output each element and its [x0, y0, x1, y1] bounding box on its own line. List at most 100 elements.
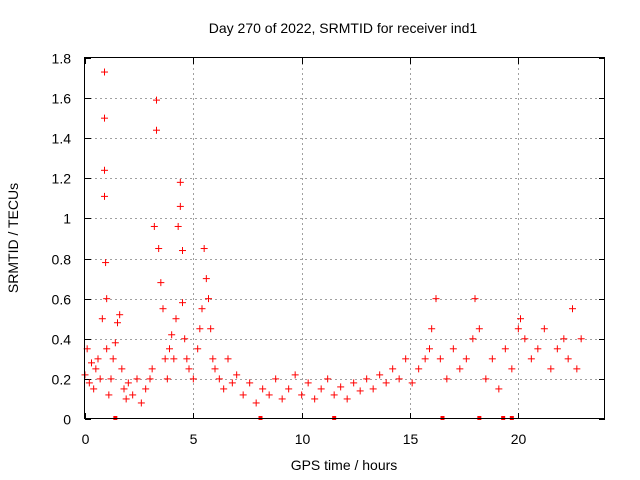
- data-point: [376, 371, 384, 379]
- data-point: [577, 335, 585, 343]
- data-point: [159, 305, 167, 313]
- data-point: [363, 375, 371, 383]
- x-axis-label: GPS time / hours: [291, 457, 398, 473]
- data-markers: [81, 68, 585, 420]
- y-tick-label: 0.8: [52, 252, 72, 268]
- data-point: [150, 222, 158, 230]
- data-point: [228, 379, 236, 387]
- data-point: [415, 365, 423, 373]
- data-point: [122, 395, 130, 403]
- data-point: [408, 379, 416, 387]
- data-point: [133, 375, 141, 383]
- data-point: [209, 355, 217, 363]
- x-tick-label: 20: [511, 431, 527, 447]
- data-point: [181, 335, 189, 343]
- data-point: [553, 345, 561, 353]
- data-point: [521, 335, 529, 343]
- data-point: [443, 375, 451, 383]
- data-point: [153, 96, 160, 104]
- data-point: [111, 339, 119, 347]
- data-point: [488, 355, 496, 363]
- data-point: [176, 178, 184, 186]
- data-point: [547, 365, 555, 373]
- data-point: [337, 383, 345, 391]
- data-point: [436, 355, 444, 363]
- y-tick-label: 0: [63, 412, 71, 428]
- data-point: [142, 385, 150, 393]
- data-point: [514, 325, 522, 333]
- data-point: [527, 355, 535, 363]
- data-point: [233, 371, 241, 379]
- data-point: [179, 299, 186, 307]
- data-point: [224, 355, 232, 363]
- data-point: [265, 391, 273, 399]
- data-point: [196, 325, 204, 333]
- data-point: [124, 379, 132, 387]
- data-point: [102, 259, 110, 267]
- data-point: [174, 222, 182, 230]
- data-point: [432, 295, 440, 303]
- data-point: [495, 385, 503, 393]
- data-point: [449, 345, 457, 353]
- data-point: [534, 345, 542, 353]
- data-point: [207, 325, 215, 333]
- y-tick-label: 0.4: [52, 332, 72, 348]
- x-tick-label: 10: [295, 431, 311, 447]
- data-point: [475, 325, 483, 333]
- data-point: [101, 166, 108, 174]
- data-point: [311, 395, 319, 403]
- y-tick-label: 1: [63, 211, 71, 227]
- data-point: [129, 391, 137, 399]
- y-tick-label: 1.4: [52, 131, 72, 147]
- data-point: [291, 371, 299, 379]
- data-point: [161, 355, 169, 363]
- data-point: [356, 387, 364, 395]
- data-point: [389, 365, 397, 373]
- data-point: [107, 375, 115, 383]
- data-point: [278, 395, 286, 403]
- grid-lines: [85, 58, 605, 419]
- data-point: [272, 375, 280, 383]
- data-point: [94, 355, 102, 363]
- data-point: [118, 365, 126, 373]
- data-point: [168, 331, 176, 339]
- data-point: [395, 375, 403, 383]
- y-tick-label: 1.2: [52, 171, 72, 187]
- data-point: [202, 275, 210, 283]
- data-point: [569, 305, 576, 313]
- data-point: [421, 355, 429, 363]
- data-point: [259, 385, 267, 393]
- data-point: [137, 399, 145, 407]
- data-point: [85, 379, 93, 387]
- data-point: [508, 365, 516, 373]
- data-point: [105, 391, 113, 399]
- data-point: [239, 391, 247, 399]
- data-point: [166, 345, 173, 353]
- data-point: [157, 279, 165, 287]
- data-point: [317, 385, 325, 393]
- data-point: [103, 345, 111, 353]
- data-point: [116, 311, 124, 319]
- data-point: [101, 192, 108, 200]
- data-point: [200, 245, 208, 253]
- data-point: [482, 375, 490, 383]
- data-point: [215, 375, 223, 383]
- data-point: [246, 379, 254, 387]
- x-tick-label: 0: [82, 431, 90, 447]
- data-point: [540, 325, 548, 333]
- x-tick-label: 5: [190, 431, 198, 447]
- chart-title: Day 270 of 2022, SRMTID for receiver ind…: [209, 20, 478, 36]
- data-point: [114, 319, 121, 327]
- data-point: [428, 325, 436, 333]
- data-point: [185, 365, 193, 373]
- data-point: [564, 355, 572, 363]
- data-point: [205, 295, 212, 303]
- axis-ticks: 0 0.2 0.4 0.6 0.8 1 1.2 1.4 1.6 1.8 0 5 10 15 20: [52, 51, 605, 447]
- data-point: [471, 295, 479, 303]
- data-point: [298, 391, 306, 399]
- data-point: [189, 375, 197, 383]
- y-tick-label: 0.6: [52, 292, 72, 308]
- data-point: [573, 365, 581, 373]
- data-point: [560, 335, 568, 343]
- data-point: [324, 375, 332, 383]
